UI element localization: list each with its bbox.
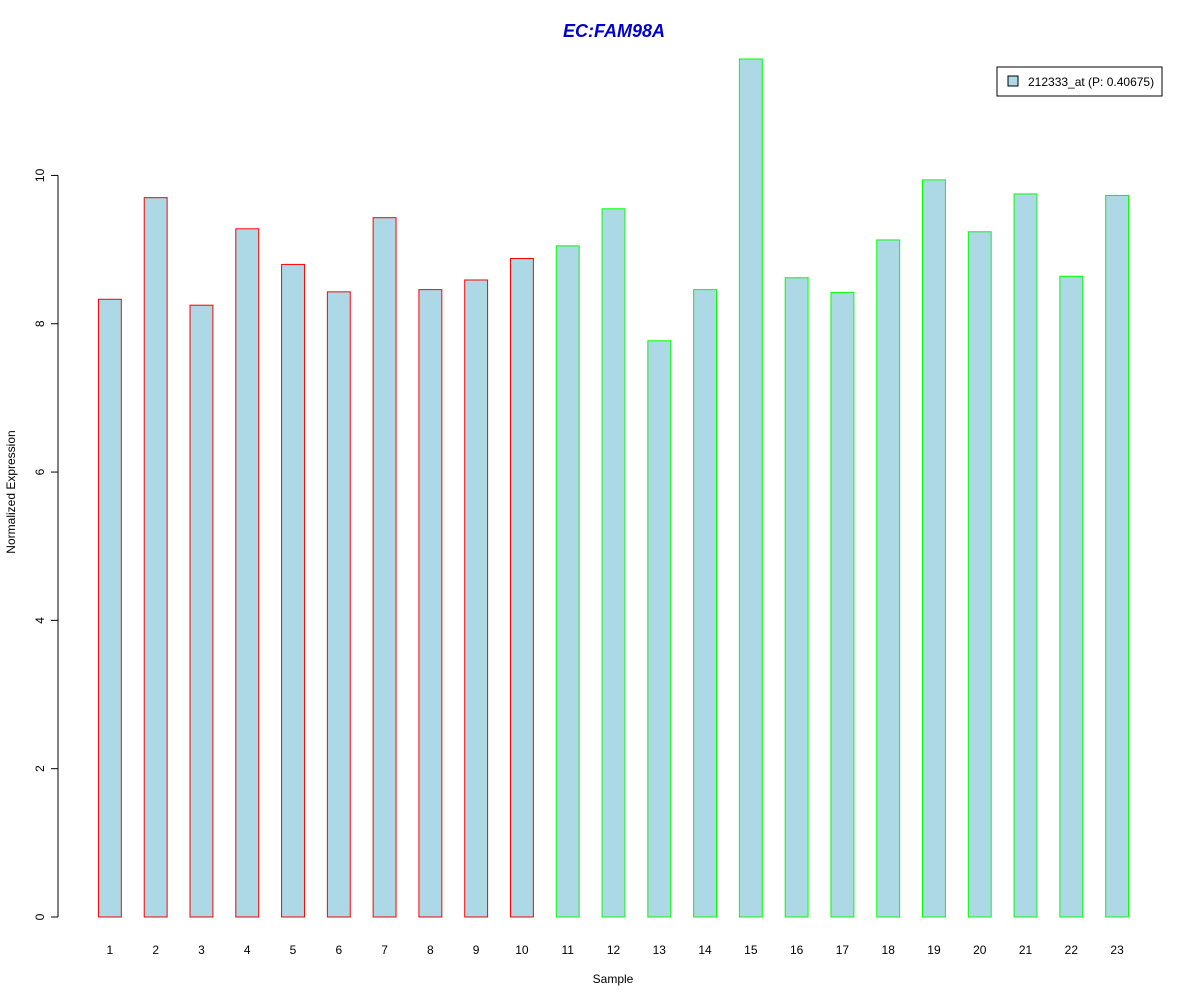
bar-sample-23 bbox=[1105, 194, 1130, 918]
y-axis: 0 2 4 6 8 10 bbox=[33, 168, 59, 920]
bar-sample-8 bbox=[418, 289, 443, 918]
x-axis-label: Sample bbox=[593, 972, 634, 986]
x-tick-label: 6 bbox=[335, 943, 342, 957]
bar-sample-5 bbox=[281, 263, 305, 918]
x-tick-label: 3 bbox=[198, 943, 205, 957]
x-tick-labels: 1 2 3 4 5 6 7 8 9 10 11 12 13 14 15 16 17 18 19 20 21 22 23 bbox=[107, 943, 1125, 957]
y-axis-label: Normalized Expression bbox=[4, 430, 18, 553]
legend-label: 212333_at (P: 0.40675) bbox=[1028, 75, 1154, 89]
x-tick-label: 21 bbox=[1019, 943, 1033, 957]
chart-title: EC:FAM98A bbox=[563, 21, 665, 41]
x-tick-label: 5 bbox=[290, 943, 297, 957]
bar-sample-13 bbox=[647, 340, 672, 918]
x-tick-label: 22 bbox=[1065, 943, 1079, 957]
legend-swatch bbox=[1007, 75, 1019, 87]
bar-sample-18 bbox=[876, 239, 901, 918]
y-tick-label: 0 bbox=[33, 913, 47, 920]
x-tick-label: 14 bbox=[698, 943, 712, 957]
x-tick-label: 17 bbox=[836, 943, 850, 957]
bar-sample-15 bbox=[738, 58, 763, 918]
bar-sample-3 bbox=[189, 304, 214, 918]
bar-sample-14 bbox=[693, 289, 718, 918]
x-tick-label: 2 bbox=[152, 943, 159, 957]
x-tick-label: 16 bbox=[790, 943, 804, 957]
bar-sample-10 bbox=[509, 257, 534, 918]
y-tick-label: 4 bbox=[33, 617, 47, 624]
x-tick-label: 18 bbox=[882, 943, 896, 957]
x-tick-label: 11 bbox=[561, 943, 574, 957]
x-tick-label: 1 bbox=[107, 943, 114, 957]
bar-sample-9 bbox=[464, 279, 489, 918]
bar-sample-7 bbox=[372, 217, 397, 918]
x-tick-label: 4 bbox=[244, 943, 251, 957]
bar-sample-21 bbox=[1013, 193, 1038, 918]
bar-sample-20 bbox=[967, 231, 992, 918]
x-tick-label: 7 bbox=[381, 943, 388, 957]
x-tick-label: 12 bbox=[607, 943, 621, 957]
bar-sample-17 bbox=[830, 292, 855, 918]
y-tick-label: 2 bbox=[33, 765, 47, 772]
bar-sample-1 bbox=[97, 298, 122, 918]
bar-sample-22 bbox=[1059, 275, 1084, 918]
legend: 212333_at (P: 0.40675) bbox=[996, 66, 1163, 97]
y-tick-label: 6 bbox=[33, 468, 47, 475]
bar-sample-2 bbox=[143, 197, 168, 918]
x-tick-label: 8 bbox=[427, 943, 434, 957]
x-tick-label: 23 bbox=[1110, 943, 1124, 957]
x-tick-label: 10 bbox=[515, 943, 529, 957]
bar-sample-12 bbox=[601, 208, 626, 918]
y-tick-label: 10 bbox=[33, 168, 47, 182]
x-tick-label: 15 bbox=[744, 943, 758, 957]
legend-box bbox=[996, 66, 1163, 97]
bar-sample-6 bbox=[326, 291, 351, 918]
y-tick-label: 8 bbox=[33, 320, 47, 327]
bar-sample-11 bbox=[555, 245, 580, 918]
x-tick-label: 20 bbox=[973, 943, 987, 957]
bar-sample-4 bbox=[235, 228, 260, 918]
bar-sample-19 bbox=[922, 179, 946, 918]
bar-sample-16 bbox=[784, 277, 809, 918]
x-tick-label: 19 bbox=[927, 943, 941, 957]
bars-group bbox=[97, 58, 1130, 918]
x-tick-label: 13 bbox=[653, 943, 667, 957]
x-tick-label: 9 bbox=[473, 943, 480, 957]
